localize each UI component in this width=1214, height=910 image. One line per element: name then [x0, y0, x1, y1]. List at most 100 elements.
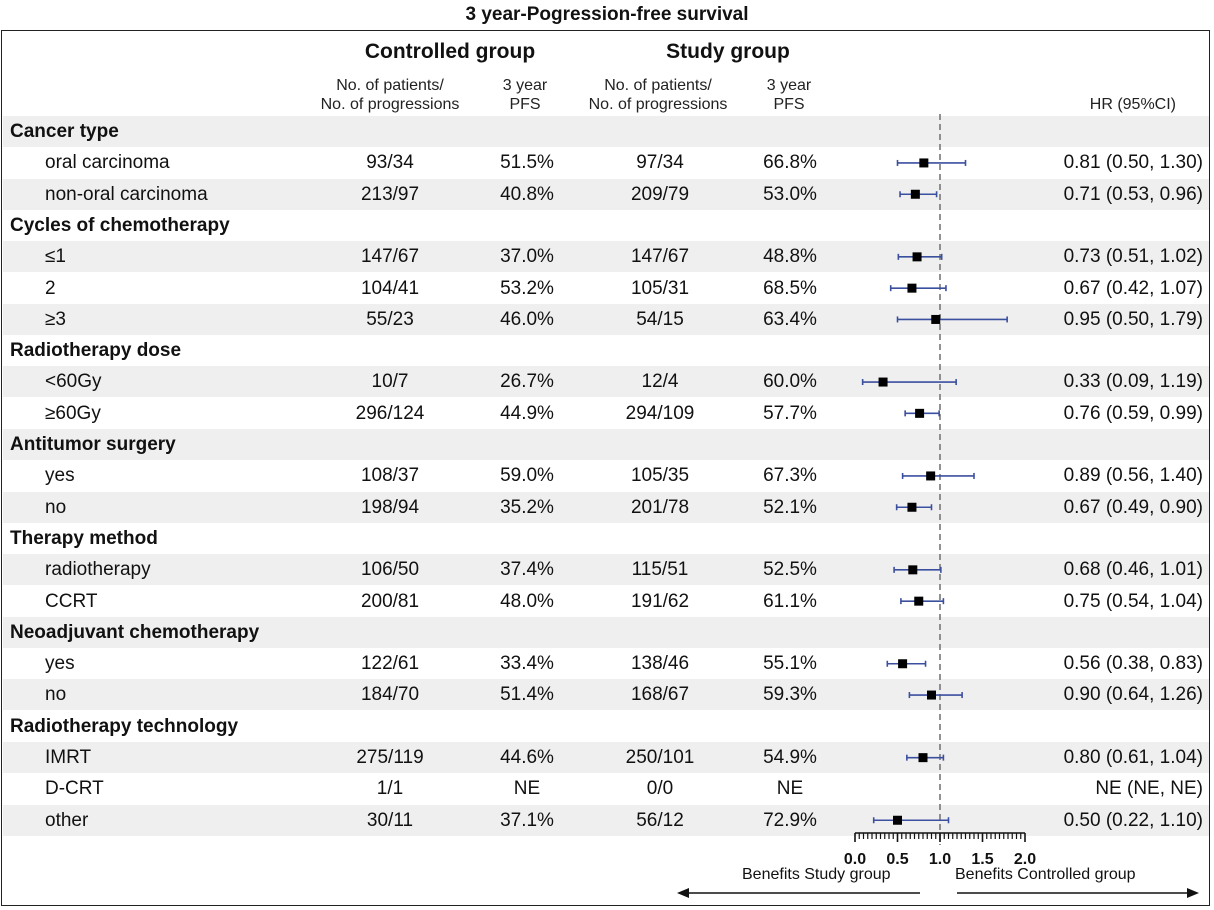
study-pfs-cell: NE — [776, 778, 804, 800]
subgroup-label: non-oral carcinoma — [45, 183, 208, 205]
category-row: Cycles of chemotherapy — [3, 210, 1209, 241]
controlled-pfs-cell: 53.2% — [500, 277, 554, 299]
subgroup-row: yes 122/61 33.4% 138/46 55.1% 0.56 (0.38, 0.8… — [3, 648, 1209, 679]
study-patients-header: No. of patients/ No. of progressions — [568, 76, 748, 114]
study-pfs-cell: 53.0% — [763, 183, 817, 205]
subgroup-label: yes — [45, 465, 75, 487]
subgroup-row: no 184/70 51.4% 168/67 59.3% 0.90 (0.64, 1.26… — [3, 679, 1209, 711]
controlled-patients-cell: 147/67 — [360, 246, 420, 268]
subgroup-row: no 198/94 35.2% 201/78 52.1% 0.67 (0.49, 0.90… — [3, 491, 1209, 523]
controlled-patients-cell: 296/124 — [355, 402, 425, 424]
study-patients-cell: 56/12 — [636, 809, 684, 831]
pfs-header-line1: 3 year — [502, 77, 548, 94]
controlled-patients-cell: 1/1 — [376, 778, 404, 800]
study-patients-cell: 105/31 — [630, 277, 690, 299]
study-pfs-cell: 66.8% — [763, 152, 817, 174]
study-group-header: Study group — [666, 40, 790, 63]
category-row: Neoadjuvant chemotherapy — [3, 616, 1209, 648]
subgroup-row: CCRT 200/81 48.0% 191/62 61.1% 0.75 (0.54, 1.… — [3, 586, 1209, 617]
category-row: Antitumor surgery — [3, 429, 1209, 460]
hr-ci-cell: 0.75 (0.54, 1.04) — [1063, 590, 1203, 612]
hr-column-header: HR (95%CI) — [1089, 96, 1176, 113]
study-patients-cell: 0/0 — [646, 778, 674, 800]
subgroup-row: 2 104/41 53.2% 105/31 68.5% 0.67 (0.42, 1.07) — [3, 273, 1209, 304]
controlled-pfs-cell: 48.0% — [500, 590, 554, 612]
controlled-pfs-cell: 40.8% — [500, 183, 554, 205]
category-row: Cancer type — [3, 116, 1209, 147]
controlled-patients-cell: 184/70 — [360, 684, 420, 706]
benefits-controlled-label: Benefits Controlled group — [955, 866, 1136, 883]
study-pfs-cell: 67.3% — [763, 465, 817, 487]
subgroup-row: yes 108/37 59.0% 105/35 67.3% 0.89 (0.56, 1.4… — [3, 460, 1209, 491]
controlled-patients-header: No. of patients/ No. of progressions — [300, 76, 480, 114]
study-patients-cell: 138/46 — [630, 653, 690, 675]
controlled-pfs-cell: NE — [513, 778, 541, 800]
study-patients-cell: 191/62 — [630, 590, 690, 612]
subgroup-row: ≥60Gy 296/124 44.9% 294/109 57.7% 0.76 (0.59,… — [3, 398, 1209, 429]
subgroup-label: other — [45, 809, 89, 831]
controlled-patients-cell: 104/41 — [360, 277, 420, 299]
study-patients-cell: 250/101 — [625, 747, 695, 768]
study-pfs-cell: 57.7% — [763, 402, 817, 424]
subgroup-label: radiotherapy — [45, 559, 151, 581]
hr-ci-cell: 0.71 (0.53, 0.96) — [1063, 183, 1203, 205]
hr-ci-cell: 0.68 (0.46, 1.01) — [1063, 559, 1203, 581]
hr-ci-cell: 0.33 (0.09, 1.19) — [1063, 371, 1203, 393]
subgroup-label: ≥60Gy — [45, 402, 101, 424]
study-patients-cell: 294/109 — [625, 402, 695, 424]
subgroup-row: ≥3 55/23 46.0% 54/15 63.4% 0.95 (0.50, 1.79) — [3, 303, 1209, 335]
subgroup-row: D-CRT 1/1 NE 0/0 NE NE (NE, NE) — [3, 773, 1209, 804]
study-pfs-cell: 48.8% — [763, 246, 817, 268]
subgroup-label: ≤1 — [45, 246, 66, 268]
category-label: Radiotherapy dose — [10, 340, 182, 362]
pfs-header-line2: PFS — [773, 96, 805, 113]
study-patients-cell: 54/15 — [636, 308, 684, 330]
study-pfs-cell: 52.5% — [763, 559, 817, 581]
study-pfs-cell: 55.1% — [763, 653, 817, 675]
subgroup-label: CCRT — [45, 590, 98, 612]
controlled-patients-cell: 10/7 — [371, 371, 409, 393]
controlled-pfs-cell: 51.5% — [500, 152, 554, 174]
chart-title: 3 year-Pogression-free survival — [465, 4, 749, 25]
hr-ci-cell: 0.80 (0.61, 1.04) — [1063, 747, 1203, 768]
controlled-patients-cell: 200/81 — [360, 590, 420, 612]
study-patients-cell: 201/78 — [630, 496, 690, 518]
controlled-patients-cell: 198/94 — [360, 496, 420, 518]
patients-header-line2: No. of progressions — [320, 96, 460, 113]
pfs-header-line2: PFS — [509, 96, 541, 113]
controlled-pfs-cell: 35.2% — [500, 496, 554, 518]
subgroup-label: yes — [45, 653, 75, 675]
category-label: Neoadjuvant chemotherapy — [10, 621, 260, 643]
hr-ci-cell: 0.76 (0.59, 0.99) — [1063, 402, 1203, 424]
hr-ci-cell: NE (NE, NE) — [1095, 778, 1203, 800]
study-pfs-cell: 63.4% — [763, 308, 817, 330]
hr-ci-cell: 0.95 (0.50, 1.79) — [1063, 308, 1203, 330]
controlled-pfs-cell: 37.1% — [500, 809, 554, 831]
subgroup-row: ≤1 147/67 37.0% 147/67 48.8% 0.73 (0.51, 1.02… — [3, 241, 1209, 273]
study-patients-cell: 115/51 — [631, 559, 689, 581]
study-pfs-cell: 59.3% — [763, 684, 817, 706]
study-pfs-cell: 72.9% — [763, 809, 817, 831]
study-patients-cell: 97/34 — [636, 152, 684, 174]
category-label: Antitumor surgery — [10, 434, 176, 455]
subgroup-row: other 30/11 37.1% 56/12 72.9% 0.50 (0.22, 1.1… — [3, 804, 1209, 836]
study-pfs-cell: 61.1% — [763, 590, 817, 612]
subgroup-label: no — [45, 684, 67, 706]
study-patients-cell: 209/79 — [630, 183, 690, 205]
hr-ci-cell: 0.67 (0.49, 0.90) — [1063, 496, 1203, 518]
subgroup-label: oral carcinoma — [45, 152, 170, 174]
category-row: Radiotherapy dose — [3, 335, 1209, 366]
controlled-pfs-cell: 59.0% — [500, 465, 554, 487]
study-pfs-header: 3 year PFS — [746, 76, 832, 114]
subgroup-row: <60Gy 10/7 26.7% 12/4 60.0% 0.33 (0.09, 1.19) — [3, 366, 1209, 398]
category-row: Therapy method — [3, 523, 1209, 554]
controlled-pfs-cell: 37.4% — [500, 559, 554, 581]
controlled-pfs-header: 3 year PFS — [482, 76, 568, 114]
subgroup-label: no — [45, 496, 67, 518]
hr-ci-cell: 0.89 (0.56, 1.40) — [1063, 465, 1203, 487]
study-patients-cell: 105/35 — [630, 465, 690, 487]
category-label: Cancer type — [10, 121, 119, 142]
study-pfs-cell: 68.5% — [763, 277, 817, 299]
controlled-pfs-cell: 26.7% — [500, 371, 554, 393]
